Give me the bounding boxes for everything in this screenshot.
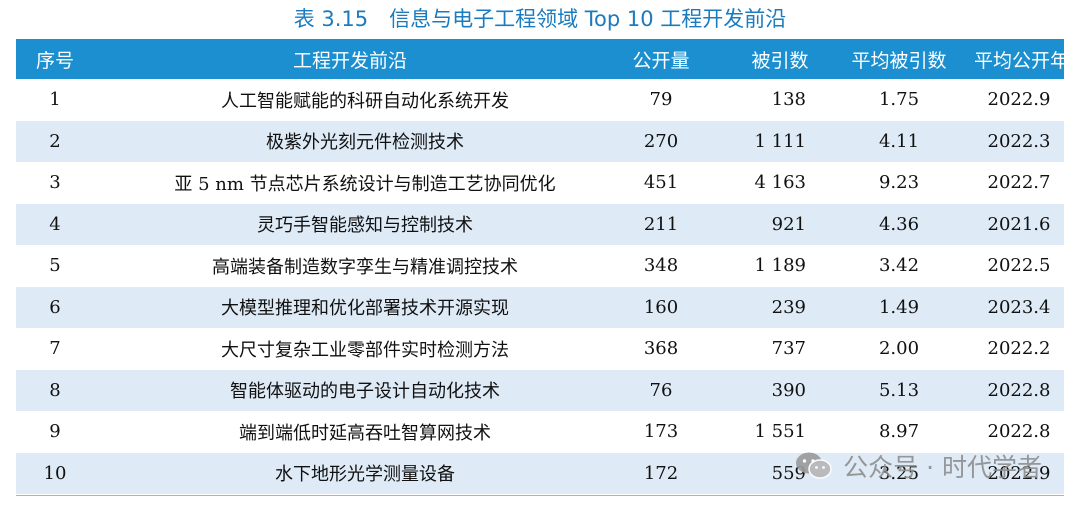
row-cite: 239	[771, 296, 806, 318]
table-row: 7 大尺寸复杂工业零部件实时检测方法 368 737 2.00 2022.2	[16, 328, 1064, 370]
row-avg-cite: 5.13	[878, 379, 920, 401]
watermark: 公众号 · 时代学者	[795, 446, 1042, 486]
row-avg-year: 2022.7	[987, 172, 1051, 194]
column-header-name: 工程开发前沿	[292, 49, 407, 72]
row-no: 6	[49, 296, 61, 318]
watermark-text: 公众号 · 时代学者	[843, 453, 1042, 482]
data-table: 序号 工程开发前沿 公开量 被引数 平均被引数 平均公开年 1 人工智能赋能的科研…	[16, 39, 1070, 494]
row-avg-year: 2022.9	[987, 462, 1051, 484]
row-cite: 559	[771, 462, 806, 484]
row-avg-cite: 3.25	[878, 462, 920, 484]
row-avg-cite: 8.97	[878, 421, 920, 443]
row-no: 9	[49, 421, 61, 443]
row-cite: 390	[771, 379, 806, 401]
row-pub: 76	[649, 379, 673, 401]
row-cite: 737	[771, 338, 806, 360]
row-cite: 1 189	[754, 255, 806, 277]
row-no: 8	[49, 379, 61, 401]
table-row: 3 亚 5 nm 节点芯片系统设计与制造工艺协同优化 451 4 163 9.23 202…	[16, 162, 1064, 204]
row-avg-cite: 3.42	[878, 255, 920, 277]
row-cite: 921	[771, 213, 806, 235]
column-header-avg-year: 平均公开年	[974, 49, 1070, 72]
row-name: 端到端低时延高吞吐智算网技术	[239, 422, 491, 444]
row-name: 智能体驱动的电子设计自动化技术	[230, 381, 500, 403]
table-row: 6 大模型推理和优化部署技术开源实现 160 239 1.49 2023.4	[16, 286, 1064, 328]
table-bottom-rule	[16, 495, 1064, 496]
row-cite: 1 551	[754, 421, 806, 443]
row-no: 4	[49, 213, 61, 235]
table-row: 9 端到端低时延高吞吐智算网技术 173 1 551 8.97 2022.8	[16, 411, 1064, 453]
row-avg-year: 2023.4	[987, 296, 1051, 318]
row-no: 7	[49, 338, 61, 360]
row-name: 大尺寸复杂工业零部件实时检测方法	[221, 339, 509, 361]
row-cite: 138	[771, 89, 806, 111]
row-no: 1	[49, 89, 61, 111]
table-title: 表 3.15 信息与电子工程领域 Top 10 工程开发前沿	[293, 7, 787, 31]
table-row: 2 极紫外光刻元件检测技术 270 1 111 4.11 2022.3	[16, 120, 1064, 162]
row-name: 亚 5 nm 节点芯片系统设计与制造工艺协同优化	[174, 173, 556, 195]
row-avg-cite: 4.36	[878, 213, 920, 235]
column-header-cite: 被引数	[751, 49, 809, 72]
row-avg-cite: 1.75	[878, 89, 920, 111]
column-header-no: 序号	[35, 49, 74, 72]
row-name: 高端装备制造数字孪生与精准调控技术	[212, 256, 518, 278]
table-row: 1 人工智能赋能的科研自动化系统开发 79 138 1.75 2022.9	[16, 79, 1064, 121]
row-avg-cite: 9.23	[878, 172, 920, 194]
column-header-pub: 公开量	[632, 49, 690, 72]
row-cite: 4 163	[754, 172, 806, 194]
table-row: 10 水下地形光学测量设备 172 559 3.25 2022.9	[16, 452, 1064, 494]
row-avg-cite: 2.00	[878, 338, 920, 360]
row-avg-cite: 4.11	[878, 130, 920, 152]
row-pub: 172	[643, 462, 679, 484]
row-avg-year: 2022.9	[987, 89, 1051, 111]
table-row: 8 智能体驱动的电子设计自动化技术 76 390 5.13 2022.8	[16, 369, 1064, 411]
row-name: 水下地形光学测量设备	[275, 464, 455, 486]
row-avg-year: 2022.5	[987, 255, 1051, 277]
row-no: 3	[49, 172, 61, 194]
row-pub: 451	[643, 172, 679, 194]
row-name: 大模型推理和优化部署技术开源实现	[221, 298, 509, 320]
row-name: 灵巧手智能感知与控制技术	[257, 215, 473, 237]
row-avg-year: 2022.8	[987, 421, 1051, 443]
row-pub: 368	[643, 338, 679, 360]
row-no: 2	[49, 130, 61, 152]
table-row: 4 灵巧手智能感知与控制技术 211 921 4.36 2021.6	[16, 203, 1064, 245]
table-row: 5 高端装备制造数字孪生与精准调控技术 348 1 189 3.42 2022.5	[16, 245, 1064, 287]
row-avg-cite: 1.49	[878, 296, 920, 318]
row-avg-year: 2022.8	[987, 379, 1051, 401]
row-pub: 79	[649, 89, 673, 111]
row-pub: 211	[643, 213, 679, 235]
row-cite: 1 111	[754, 130, 806, 152]
wechat-logo-icon	[796, 452, 832, 479]
row-pub: 160	[643, 296, 679, 318]
column-header-avg-cite: 平均被引数	[851, 49, 947, 72]
row-name: 极紫外光刻元件检测技术	[266, 132, 464, 154]
row-avg-year: 2021.6	[987, 213, 1051, 235]
row-no: 10	[43, 462, 67, 484]
row-name: 人工智能赋能的科研自动化系统开发	[221, 90, 509, 112]
row-pub: 173	[643, 421, 679, 443]
row-avg-year: 2022.2	[987, 338, 1051, 360]
row-pub: 348	[643, 255, 679, 277]
row-no: 5	[49, 255, 61, 277]
row-avg-year: 2022.3	[987, 130, 1051, 152]
row-pub: 270	[643, 130, 679, 152]
table-header-row: 序号 工程开发前沿 公开量 被引数 平均被引数 平均公开年	[16, 39, 1070, 79]
